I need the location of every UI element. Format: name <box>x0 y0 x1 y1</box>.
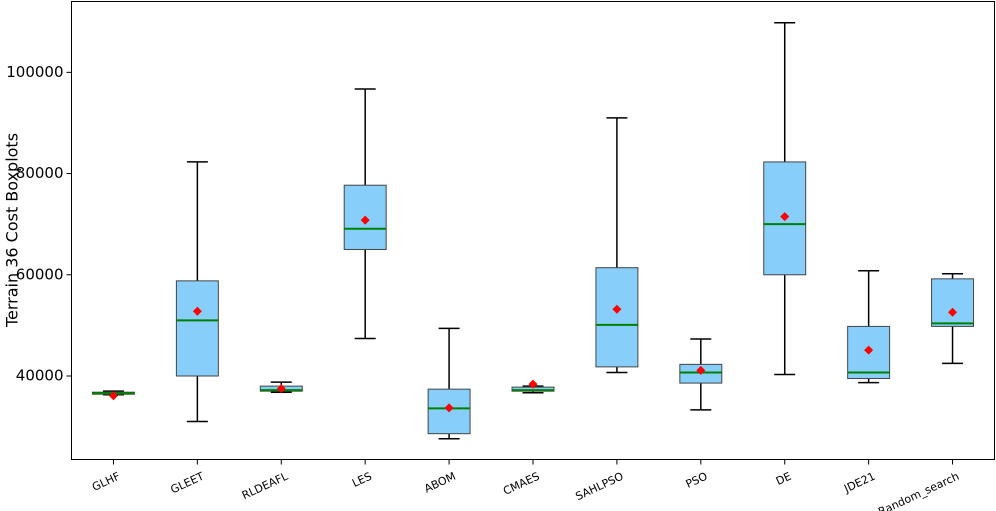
mean-marker <box>696 365 706 375</box>
box-group-abom <box>427 327 471 440</box>
box-group-de <box>763 22 807 376</box>
mean-marker <box>192 306 202 316</box>
mean-marker <box>444 403 454 413</box>
y-tick-label: 60000 <box>16 265 64 283</box>
box <box>175 280 219 377</box>
mean-marker <box>948 307 958 317</box>
mean-marker <box>612 304 622 314</box>
y-axis-label: Terrain 36 Cost Boxplots <box>3 133 22 328</box>
mean-marker <box>864 345 874 355</box>
box-group-rldeafl <box>259 381 303 394</box>
plot-area <box>91 22 975 440</box>
box-group-sahlpso <box>595 117 639 374</box>
mean-marker <box>780 212 790 222</box>
box-group-random-search <box>931 273 975 365</box>
y-axis: 40000 60000 80000 100000 <box>6 63 72 384</box>
y-tick-label: 100000 <box>6 63 63 81</box>
y-tick-label: 80000 <box>16 164 64 182</box>
box-group-pso <box>679 338 723 411</box>
mean-marker <box>528 379 538 389</box>
box <box>595 267 639 368</box>
y-tick-label: 40000 <box>16 366 64 384</box>
x-tick-label: DE <box>774 470 794 488</box>
box-group-glhf <box>91 390 135 401</box>
mean-marker <box>108 391 118 401</box>
box-group-les <box>343 88 387 340</box>
box-group-cmaes <box>511 379 555 394</box>
box <box>427 388 471 435</box>
box-group-jde21 <box>847 269 891 384</box>
mean-marker <box>360 215 370 225</box>
mean-marker <box>276 384 286 394</box>
box <box>931 278 975 327</box>
box-group-gleet <box>175 161 219 423</box>
